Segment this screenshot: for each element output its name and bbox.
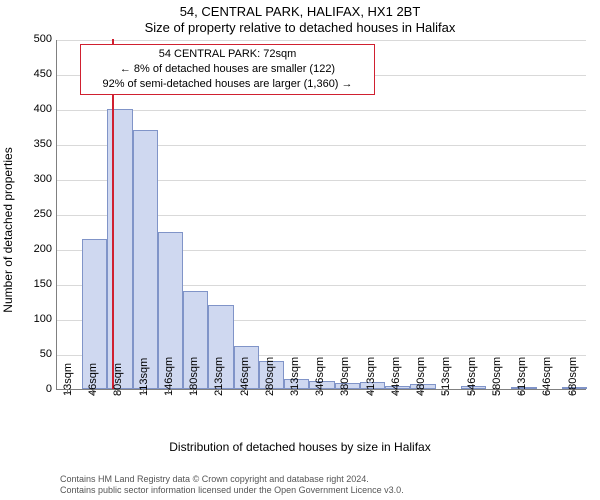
x-tick-label: 180sqm — [188, 357, 200, 396]
y-tick-label: 350 — [24, 138, 52, 150]
y-tick-label: 250 — [24, 208, 52, 220]
copyright-notice: Contains HM Land Registry data © Crown c… — [60, 474, 580, 497]
x-tick-label: 13sqm — [62, 363, 74, 396]
x-tick-label: 513sqm — [440, 357, 452, 396]
x-tick — [521, 390, 522, 394]
gridline — [57, 110, 586, 111]
x-axis-label: Distribution of detached houses by size … — [0, 440, 600, 454]
x-tick — [67, 390, 68, 394]
x-tick-label: 613sqm — [516, 357, 528, 396]
annotation-line-2: ← 8% of detached houses are smaller (122… — [87, 62, 368, 77]
y-tick-label: 300 — [24, 173, 52, 185]
y-tick-label: 400 — [24, 103, 52, 115]
x-tick — [546, 390, 547, 394]
x-tick-label: 246sqm — [239, 357, 251, 396]
x-tick-label: 213sqm — [213, 357, 225, 396]
x-tick-label: 146sqm — [163, 357, 175, 396]
y-tick-label: 450 — [24, 68, 52, 80]
x-tick-label: 280sqm — [264, 357, 276, 396]
x-tick — [269, 390, 270, 394]
x-tick-label: 446sqm — [390, 357, 402, 396]
x-tick — [395, 390, 396, 394]
chart-title: 54, CENTRAL PARK, HALIFAX, HX1 2BT — [0, 4, 600, 19]
x-tick-label: 380sqm — [339, 357, 351, 396]
copyright-line-2: Contains public sector information licen… — [60, 485, 580, 496]
x-tick — [193, 390, 194, 394]
x-tick — [117, 390, 118, 394]
y-tick-label: 500 — [24, 33, 52, 45]
y-axis-label: Number of detached properties — [1, 147, 15, 312]
x-tick-label: 313sqm — [289, 357, 301, 396]
x-tick-label: 413sqm — [365, 357, 377, 396]
annotation-line-3: 92% of semi-detached houses are larger (… — [87, 77, 368, 92]
x-tick — [496, 390, 497, 394]
x-tick — [168, 390, 169, 394]
x-tick-label: 346sqm — [314, 357, 326, 396]
x-tick — [294, 390, 295, 394]
x-tick — [445, 390, 446, 394]
x-tick — [370, 390, 371, 394]
x-tick — [218, 390, 219, 394]
histogram-bar — [133, 130, 158, 389]
y-tick-label: 100 — [24, 313, 52, 325]
chart-subtitle: Size of property relative to detached ho… — [0, 20, 600, 35]
x-tick — [344, 390, 345, 394]
annotation-line-1: 54 CENTRAL PARK: 72sqm — [87, 47, 368, 62]
x-tick — [143, 390, 144, 394]
y-tick-label: 150 — [24, 278, 52, 290]
x-tick-label: 46sqm — [87, 363, 99, 396]
x-tick-label: 680sqm — [567, 357, 579, 396]
y-tick-label: 0 — [24, 383, 52, 395]
x-tick-label: 80sqm — [112, 363, 124, 396]
x-tick — [244, 390, 245, 394]
x-tick — [92, 390, 93, 394]
y-tick-label: 200 — [24, 243, 52, 255]
highlight-annotation: 54 CENTRAL PARK: 72sqm ← 8% of detached … — [80, 44, 375, 95]
copyright-line-1: Contains HM Land Registry data © Crown c… — [60, 474, 580, 485]
y-tick-label: 50 — [24, 348, 52, 360]
gridline — [57, 40, 586, 41]
x-tick-label: 646sqm — [541, 357, 553, 396]
x-tick-label: 113sqm — [138, 358, 150, 396]
x-tick — [319, 390, 320, 394]
x-tick — [471, 390, 472, 394]
x-tick-label: 480sqm — [415, 357, 427, 396]
x-tick — [572, 390, 573, 394]
x-tick — [420, 390, 421, 394]
x-tick-label: 546sqm — [466, 357, 478, 396]
x-tick-label: 580sqm — [491, 357, 503, 396]
